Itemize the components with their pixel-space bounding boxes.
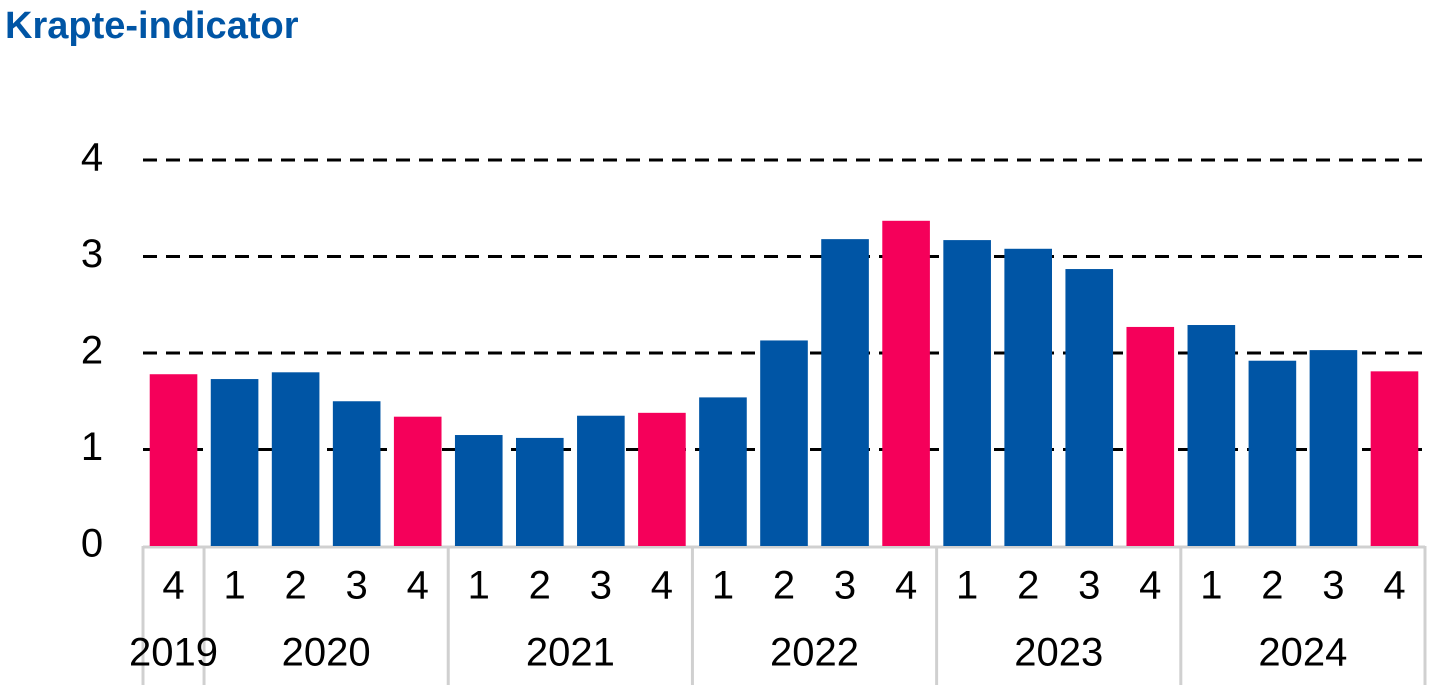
y-tick-label: 1 (81, 425, 103, 469)
x-tick-label: 4 (1383, 564, 1405, 608)
bar (1065, 269, 1114, 546)
group-label: 2021 (526, 631, 615, 675)
bar (577, 415, 625, 546)
x-tick-label: 4 (1139, 564, 1161, 608)
bar (1126, 326, 1175, 546)
group-label: 2023 (1014, 631, 1103, 675)
x-tick-label: 2 (1017, 564, 1039, 608)
x-tick-label: 3 (1322, 564, 1344, 608)
x-tick-label: 4 (407, 564, 429, 608)
bar (882, 220, 930, 547)
bar (638, 412, 686, 546)
x-tick-label: 1 (1200, 564, 1222, 608)
y-tick-label: 2 (81, 329, 103, 373)
x-tick-label: 2 (1261, 564, 1283, 608)
bar (149, 374, 198, 546)
bar (1004, 248, 1052, 546)
bar (454, 435, 503, 546)
bar (699, 397, 747, 546)
x-tick-label: 3 (346, 564, 368, 608)
bar (1248, 360, 1297, 546)
group-label: 2020 (282, 631, 371, 675)
y-tick-label: 0 (81, 522, 103, 566)
bar (760, 340, 808, 546)
y-tick-label: 4 (81, 136, 103, 180)
x-tick-label: 1 (223, 564, 245, 608)
bar (943, 240, 991, 546)
chart-title: Krapte-indicator (5, 5, 299, 47)
x-tick-label: 1 (468, 564, 490, 608)
bar (332, 401, 381, 546)
bar (821, 239, 869, 546)
y-tick-label: 3 (81, 232, 103, 276)
x-tick-label: 3 (590, 564, 612, 608)
group-label: 2024 (1258, 631, 1347, 675)
bar (516, 437, 564, 546)
bar (1187, 325, 1236, 546)
x-tick-label: 4 (162, 564, 184, 608)
bar (1370, 371, 1419, 546)
x-tick-label: 4 (895, 564, 917, 608)
x-tick-label: 3 (1078, 564, 1100, 608)
group-label: 2019 (129, 631, 218, 675)
x-tick-label: 4 (651, 564, 673, 608)
x-tick-label: 1 (712, 564, 734, 608)
bar (210, 379, 259, 546)
group-label: 2022 (770, 631, 859, 675)
x-tick-label: 2 (284, 564, 306, 608)
x-tick-label: 2 (529, 564, 551, 608)
x-tick-label: 1 (956, 564, 978, 608)
x-tick-label: 2 (773, 564, 795, 608)
bar (393, 416, 442, 546)
x-tick-label: 3 (834, 564, 856, 608)
bar (271, 372, 320, 546)
bar (1309, 350, 1358, 546)
